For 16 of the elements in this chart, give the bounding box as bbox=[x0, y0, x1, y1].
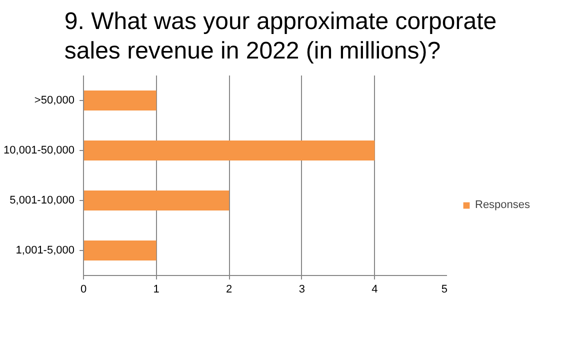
x-tick-label: 0 bbox=[80, 284, 87, 296]
bar bbox=[84, 240, 156, 260]
bar bbox=[84, 90, 156, 110]
x-tick-label: 2 bbox=[226, 284, 232, 296]
chart-title: 9. What was your approximate corporate sales revenue in 2022 (in millions)? bbox=[64, 8, 497, 64]
x-tick-label: 1 bbox=[153, 284, 160, 296]
legend-label: Responses bbox=[475, 199, 530, 211]
x-tick-label: 5 bbox=[441, 284, 448, 296]
bar bbox=[84, 190, 230, 210]
bar bbox=[84, 140, 375, 160]
y-tick-label: 1,001-5,000 bbox=[16, 244, 74, 256]
y-tick-label: 5,001-10,000 bbox=[10, 194, 75, 206]
x-tick-label: 4 bbox=[372, 284, 378, 296]
x-tick-label: 3 bbox=[298, 284, 305, 296]
y-tick-label: >50,000 bbox=[34, 94, 75, 106]
y-tick-label: 10,001-50,000 bbox=[4, 144, 74, 156]
